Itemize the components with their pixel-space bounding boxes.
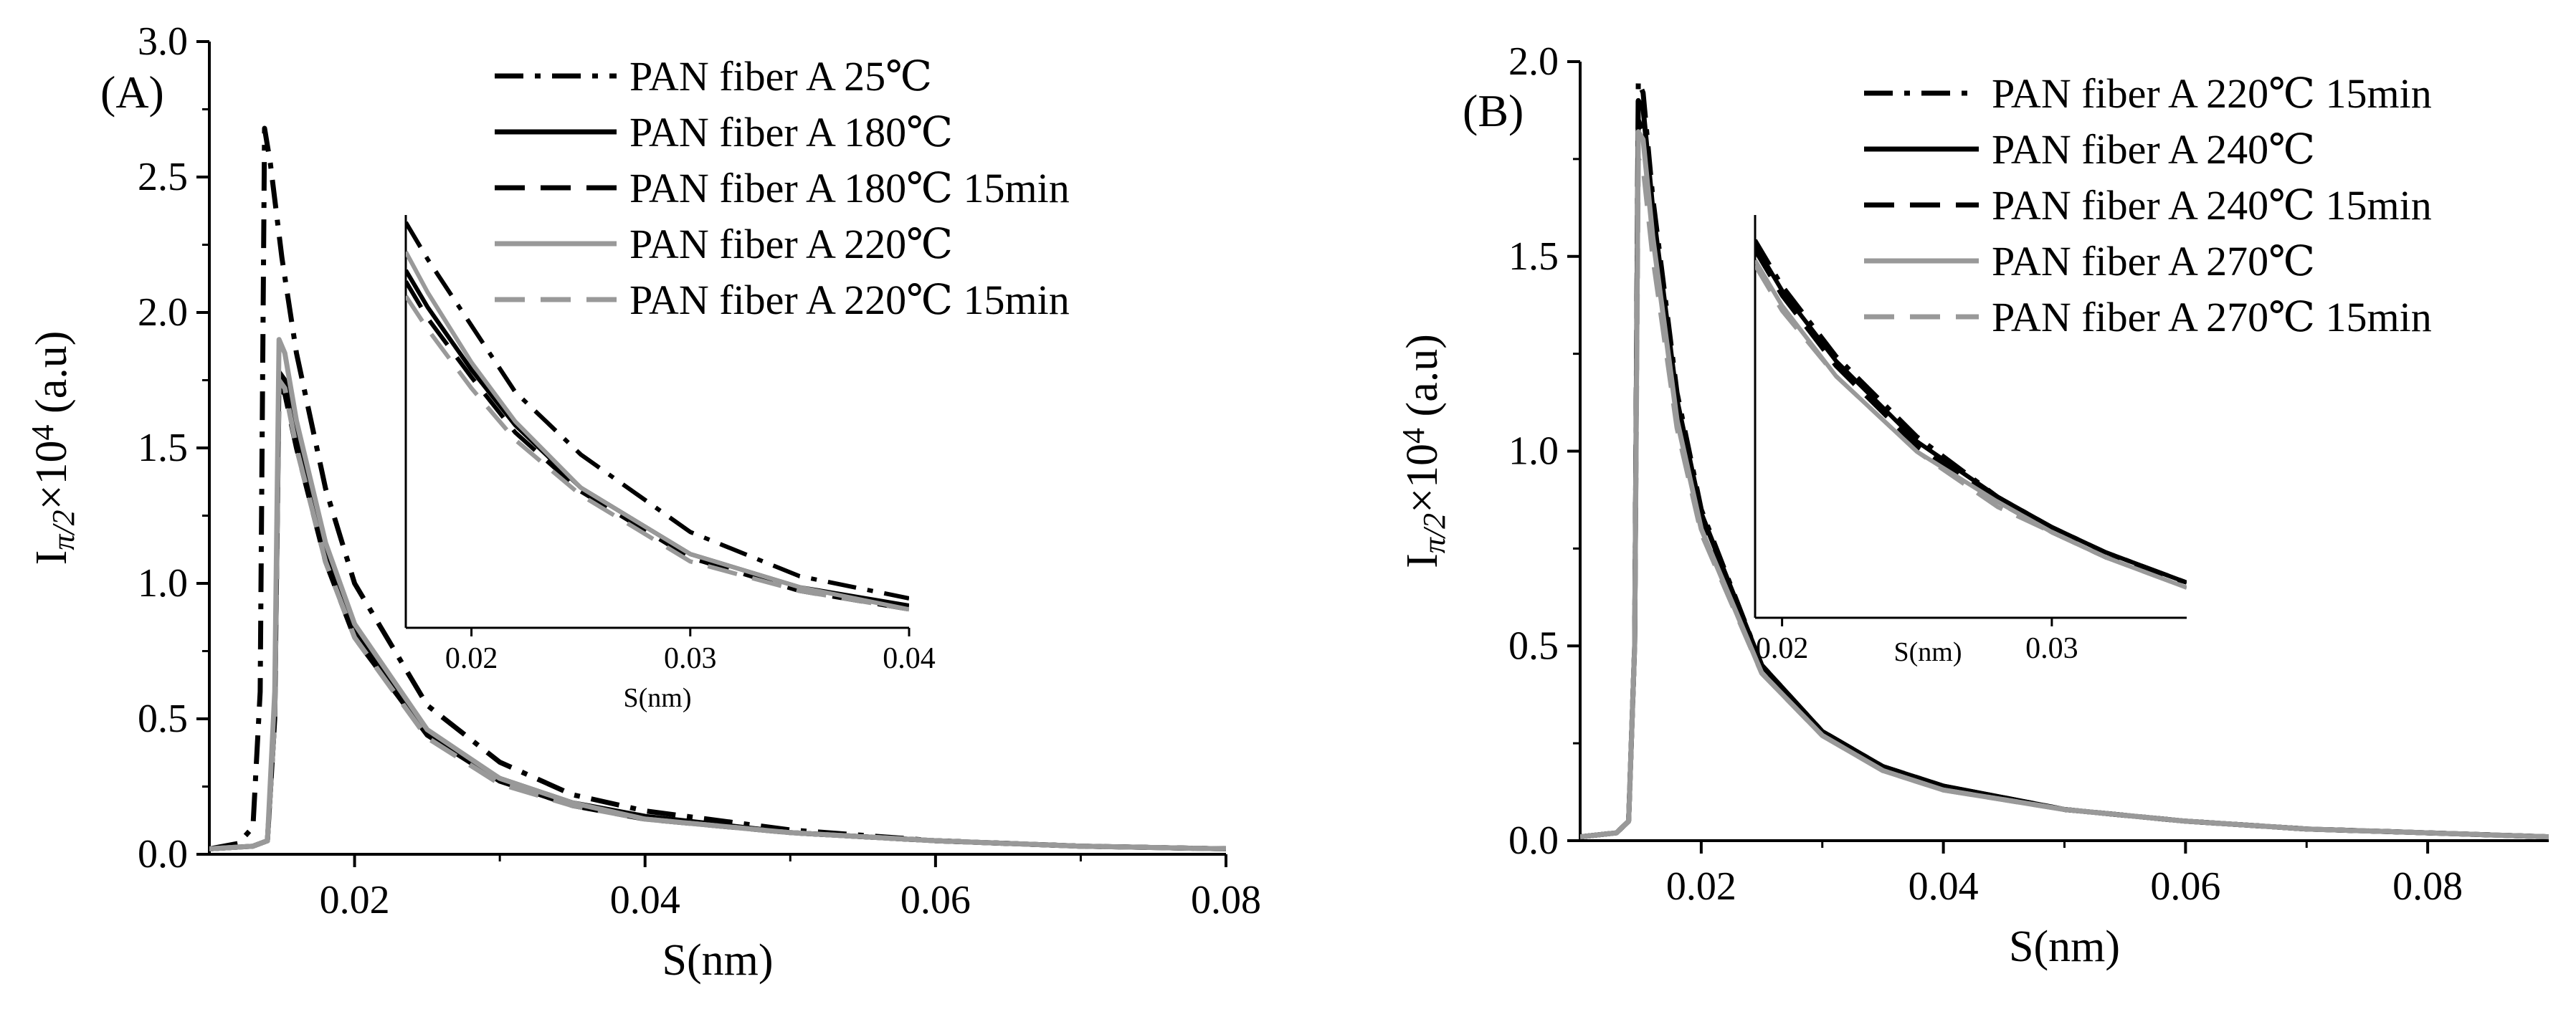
legend-label-5: PAN fiber A 220℃ 15min [629, 277, 1070, 323]
y-tick-label: 1.0 [138, 561, 188, 606]
series-group [209, 125, 1226, 851]
legend-label-3: PAN fiber A 240℃ 15min [1992, 182, 2432, 229]
inset-series-line-1 [406, 221, 909, 601]
y-axis-title-subscript: π/2 [46, 510, 81, 550]
x-tick-label: 0.08 [1191, 878, 1261, 922]
y-axis-title-unit: (a.u) [27, 331, 76, 425]
y-tick-label: 2.0 [138, 290, 188, 335]
inset-x-tick-label: 0.02 [445, 642, 498, 675]
legend: PAN fiber A 220℃ 15min PAN fiber A 240℃ PA… [1864, 70, 2432, 340]
y-axis-title: Iπ/2×104 (a.u) [1396, 334, 1452, 568]
y-axis-title: Iπ/2×104 (a.u) [25, 331, 81, 565]
panel-label: (A) [100, 67, 164, 118]
y-tick-label: 1.0 [1508, 429, 1559, 474]
series-line-1 [209, 125, 1226, 851]
y-axis-title-superscript: 4 [1396, 428, 1431, 444]
inset-series-line-5 [406, 295, 909, 612]
x-tick-label: 0.02 [320, 878, 390, 922]
x-tick-label: 0.08 [2392, 864, 2463, 909]
y-tick-label: 0.0 [1508, 818, 1559, 863]
x-axis-title: S(nm) [2009, 922, 2120, 971]
panel-a: 0.0 0.5 1.0 1.5 2.0 2.5 3.0 0.02 0.04 0.06 0.08 S(n… [25, 19, 1261, 985]
legend-label-4: PAN fiber A 270℃ [1992, 238, 2315, 285]
inset-series-line-4 [406, 250, 909, 612]
x-tick-label: 0.06 [900, 878, 971, 922]
inset-background [1755, 215, 2187, 618]
inset-x-tick-label: 0.03 [664, 642, 717, 675]
inset-series-line-2 [1755, 244, 2187, 585]
x-tick-label: 0.04 [1909, 864, 1979, 909]
y-tick-label: 1.5 [138, 426, 188, 470]
inset-series-line-5 [1755, 264, 2187, 590]
inset-series-line-3 [406, 280, 909, 612]
inset-x-tick-label: 0.02 [1756, 632, 1809, 665]
y-tick-label: 2.5 [138, 155, 188, 199]
x-tick-label: 0.06 [2150, 864, 2220, 909]
series-line-5 [209, 378, 1226, 851]
series-line-5 [1580, 156, 2549, 840]
y-axis-title-mid: ×10 [1398, 444, 1447, 513]
inset: 0.02 0.03 0.04 S(nm) [404, 215, 936, 713]
y-axis-title-base: I [27, 550, 76, 565]
x-axis-title: S(nm) [662, 936, 774, 985]
inset-x-axis-title: S(nm) [624, 683, 692, 713]
inset-background [406, 215, 909, 628]
y-axis-title-base: I [1398, 553, 1447, 568]
panel-b: 0.0 0.5 1.0 1.5 2.0 0.02 0.04 0.06 0.08 S(nm) Iπ/2… [1396, 39, 2549, 971]
y-tick-label: 1.5 [1508, 234, 1559, 279]
inset-x-axis-title: S(nm) [1894, 637, 1962, 667]
x-tick-label: 0.04 [610, 878, 680, 922]
panel-label: (B) [1463, 85, 1524, 136]
y-axis-title-mid: ×10 [27, 440, 76, 510]
legend-label-5: PAN fiber A 270℃ 15min [1992, 294, 2432, 340]
legend-label-1: PAN fiber A 25℃ [629, 53, 932, 100]
y-tick-label: 3.0 [138, 19, 188, 64]
y-axis-title-superscript: 4 [25, 424, 60, 440]
inset-x-tick-label: 0.03 [2025, 632, 2078, 665]
legend: PAN fiber A 25℃ PAN fiber A 180℃ PAN fiber… [495, 53, 1070, 323]
y-tick-label: 0.5 [138, 697, 188, 741]
legend-label-2: PAN fiber A 180℃ [629, 109, 953, 156]
y-axis-title-subscript: π/2 [1417, 513, 1452, 553]
legend-label-4: PAN fiber A 220℃ [629, 221, 953, 267]
inset-x-tick-label: 0.04 [883, 642, 936, 675]
y-tick-label: 0.0 [138, 832, 188, 876]
y-axis-title-unit: (a.u) [1398, 334, 1447, 428]
inset-series-group [406, 221, 909, 612]
y-tick-label: 2.0 [1508, 39, 1559, 84]
inset-series-group [1755, 239, 2187, 590]
inset: 0.02 0.03 S(nm) [1754, 215, 2187, 667]
series-group [1580, 78, 2549, 840]
legend-label-1: PAN fiber A 220℃ 15min [1992, 70, 2432, 117]
legend-label-3: PAN fiber A 180℃ 15min [629, 165, 1070, 211]
x-tick-label: 0.02 [1666, 864, 1736, 909]
legend-label-2: PAN fiber A 240℃ [1992, 126, 2315, 173]
y-tick-label: 0.5 [1508, 624, 1559, 668]
